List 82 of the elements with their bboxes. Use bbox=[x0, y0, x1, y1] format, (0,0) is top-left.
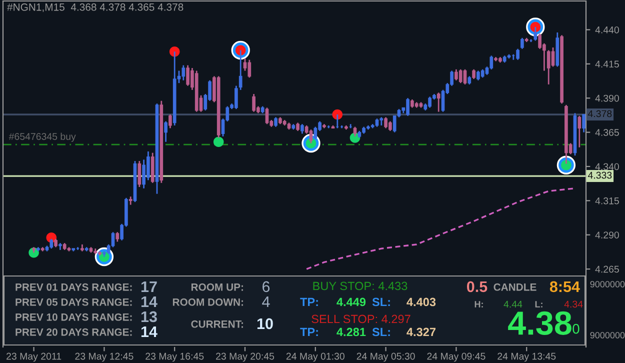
y-tick-label: 4.340 bbox=[595, 163, 619, 170]
candlestick bbox=[314, 126, 318, 140]
x-tick-label: 24 May 05:30 bbox=[356, 352, 415, 362]
y-tick-label: 4.290 bbox=[595, 232, 619, 238]
annotation: SELL STOP: 4.297 bbox=[312, 314, 410, 324]
candlestick bbox=[238, 50, 242, 91]
candlestick bbox=[520, 37, 524, 50]
annotation: 4.38 bbox=[508, 311, 572, 335]
text: 9000000 bbox=[590, 281, 625, 288]
candlestick bbox=[458, 68, 462, 84]
candlestick bbox=[182, 64, 186, 82]
candlestick bbox=[582, 114, 586, 133]
annotation: PREV 05 DAYS RANGE: bbox=[16, 298, 132, 306]
annotation: PREV 20 DAYS RANGE: bbox=[16, 328, 132, 336]
candlestick bbox=[534, 26, 538, 42]
annotation: CURRENT: bbox=[191, 320, 243, 328]
annotation: 4.327 bbox=[406, 328, 436, 336]
annotation: 8:54 bbox=[550, 281, 580, 292]
candlestick bbox=[265, 106, 269, 125]
annotation: 14 bbox=[141, 296, 158, 307]
ref-line-label: 4.378 bbox=[588, 110, 612, 118]
candlestick bbox=[274, 116, 278, 128]
candlestick bbox=[472, 68, 476, 80]
x-tick-label: 24 May 09:45 bbox=[427, 352, 486, 362]
ref-line-label: #65476345 buy bbox=[8, 132, 76, 142]
candlestick bbox=[248, 59, 252, 78]
candlestick bbox=[138, 160, 142, 188]
y-tick-label: 4.390 bbox=[595, 94, 619, 102]
annotation: 0 bbox=[572, 324, 580, 334]
annotation: BUY STOP: 4.433 bbox=[313, 282, 408, 290]
annotation: ROOM UP: bbox=[191, 283, 243, 291]
candlestick bbox=[436, 92, 440, 112]
chart-title: #NGN1,M15 4.368 4.378 4.365 4.378 bbox=[7, 3, 184, 12]
annotation: ROOM DOWN: bbox=[172, 298, 243, 306]
point bbox=[213, 136, 224, 148]
text: 9000000 bbox=[590, 332, 625, 338]
x-tick-label: 23 May 20:45 bbox=[216, 352, 274, 362]
candlestick bbox=[116, 231, 120, 242]
candlestick bbox=[546, 50, 550, 86]
x-tick-label: 24 May 13:45 bbox=[498, 352, 556, 362]
annotation: CANDLE bbox=[494, 283, 536, 291]
candlestick bbox=[309, 128, 313, 144]
annotation: TP: bbox=[300, 298, 318, 306]
candlestick bbox=[164, 120, 168, 143]
annotation: 4 bbox=[262, 296, 270, 307]
y-tick-label: 4.365 bbox=[595, 129, 619, 136]
annotation: 4.34 bbox=[564, 300, 583, 308]
annotation: 4.449 bbox=[336, 298, 366, 306]
candlestick bbox=[353, 126, 357, 138]
candlestick bbox=[490, 55, 494, 70]
x-tick-label: 23 May 2011 bbox=[6, 352, 62, 362]
candlestick bbox=[578, 115, 582, 148]
annotation: 13 bbox=[141, 311, 157, 322]
x-tick-label: 23 May 12:45 bbox=[75, 352, 134, 362]
y-tick-label: 4.415 bbox=[595, 60, 619, 68]
annotation: 17 bbox=[141, 281, 157, 292]
line-series bbox=[306, 188, 576, 270]
x-tick-label: 24 May 01:30 bbox=[286, 352, 344, 362]
y-tick-label: 4.315 bbox=[595, 197, 619, 204]
annotation: 14 bbox=[141, 326, 158, 337]
annotation: 4.281 bbox=[336, 328, 366, 336]
annotation: SL: bbox=[372, 328, 390, 336]
candlestick bbox=[168, 114, 172, 129]
candlestick bbox=[300, 123, 304, 134]
annotation: PREV 10 DAYS RANGE: bbox=[16, 313, 132, 321]
ref-line-label: 4.333 bbox=[588, 172, 612, 179]
annotation: 6 bbox=[262, 281, 270, 292]
candlestick bbox=[516, 48, 520, 60]
candlestick bbox=[50, 238, 54, 250]
annotation: 10 bbox=[257, 318, 273, 330]
annotation: 4.44 bbox=[504, 300, 522, 308]
annotation: SL: bbox=[372, 298, 390, 306]
x-tick-label: 23 May 16:45 bbox=[146, 352, 204, 362]
y-tick-label: 4.440 bbox=[595, 26, 619, 34]
y-tick-label: 4.265 bbox=[595, 266, 619, 273]
annotation: 0.5 bbox=[466, 281, 488, 292]
annotation: L: bbox=[535, 301, 542, 308]
annotation: 4.403 bbox=[406, 298, 436, 306]
annotation: H: bbox=[474, 301, 483, 308]
annotation: PREV 01 DAYS RANGE: bbox=[16, 283, 132, 291]
annotation: TP: bbox=[300, 328, 318, 336]
candlestick bbox=[463, 68, 467, 86]
